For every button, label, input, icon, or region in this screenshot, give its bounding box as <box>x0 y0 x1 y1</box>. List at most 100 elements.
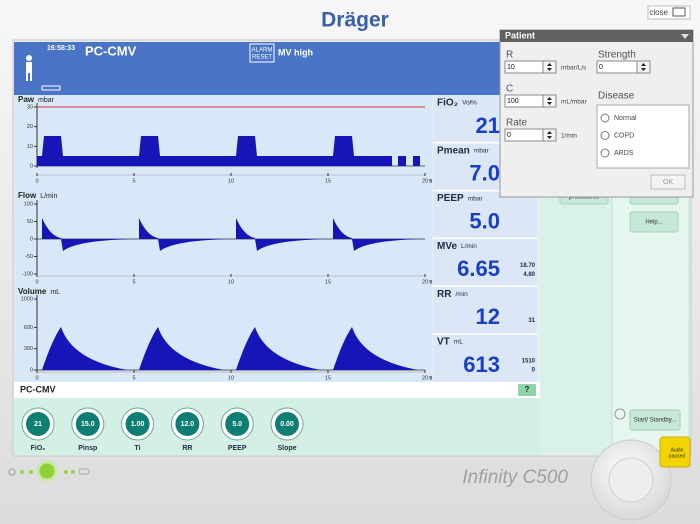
setting-value: 15.0 <box>81 421 95 428</box>
setting-value: 21 <box>34 421 42 428</box>
close-icon <box>672 7 686 17</box>
start-standby-label: Start/ Standby... <box>634 418 677 424</box>
y-tick-label: 600 <box>24 325 33 331</box>
measurement-value: 7.0 <box>469 161 500 186</box>
mode: PC-CMV <box>85 43 137 58</box>
strength-value: 0 <box>599 64 603 71</box>
x-tick-label: 20 <box>422 279 428 285</box>
field-spinner[interactable] <box>542 94 557 108</box>
field-value: 100 <box>507 98 519 105</box>
setting-value: 1.00 <box>131 421 145 428</box>
audio-paused-label: Audio <box>671 447 684 453</box>
indicator <box>71 470 75 474</box>
measurement-label: PEEP <box>437 193 464 204</box>
indicator <box>20 470 24 474</box>
radio-button[interactable] <box>600 113 610 123</box>
field-spinner[interactable] <box>542 60 557 74</box>
audio-paused-label: paused <box>669 453 686 459</box>
y-tick-label: 0 <box>30 163 33 169</box>
x-tick-label: 20 <box>422 375 428 381</box>
power-button[interactable] <box>36 460 58 482</box>
radio-button[interactable] <box>600 131 610 140</box>
field-value: 10 <box>507 64 515 71</box>
help-button[interactable] <box>518 384 536 396</box>
ok-label: OK <box>663 179 673 186</box>
setting-dial <box>75 412 100 436</box>
clock: 16:58:33 <box>47 45 75 52</box>
battery-indicator <box>41 85 61 91</box>
measurement-value: 613 <box>463 352 500 377</box>
spinner-arrows <box>641 63 646 71</box>
close-label: close <box>649 8 668 17</box>
x-unit: s <box>429 376 433 382</box>
disease-label: Disease <box>598 91 635 102</box>
field-label: R <box>506 50 513 61</box>
setting-dial <box>275 412 299 436</box>
y-tick-label: 30 <box>27 104 33 110</box>
status-bar <box>14 382 540 398</box>
spinner-arrows <box>547 97 552 105</box>
setting-label: Slope <box>277 445 296 452</box>
setting-label: Pinsp <box>78 445 97 452</box>
radio-button[interactable] <box>600 148 610 158</box>
strength-input[interactable] <box>596 60 638 74</box>
y-tick-label: 10 <box>27 144 33 150</box>
setting-dial <box>125 412 150 436</box>
setting-dial <box>175 412 200 436</box>
power-icon <box>614 408 626 420</box>
start-standby-button[interactable] <box>629 409 681 431</box>
measurements: FiO₂ Vol% 21 Pmean mbar 7.0 PEEP mbar 5.0 MVe L/mi… <box>433 98 537 377</box>
settings: 21 FiO₂ 15.0 Pinsp 1.00 Ti 12.0 RR 5.0 PEEP 0.00 Sl… <box>21 407 304 452</box>
brand: Dräger <box>321 9 389 32</box>
knob-center <box>608 457 654 503</box>
measurement-value: 6.65 <box>457 256 500 281</box>
waveform-label: Paw <box>18 95 35 104</box>
y-tick-label: 100 <box>24 201 33 207</box>
y-tick-label: 20 <box>27 124 33 130</box>
measurement-unit: mbar <box>468 195 484 202</box>
x-tick-label: 0 <box>35 178 38 184</box>
measurement-unit: Vol% <box>462 100 477 107</box>
radio-label: Normal <box>614 115 637 122</box>
dialog-collapse[interactable] <box>681 34 689 39</box>
setting-value: 12.0 <box>181 421 195 428</box>
help-menu-button[interactable] <box>629 211 679 233</box>
setting-value: 0.00 <box>280 421 294 428</box>
strength-spinner[interactable] <box>636 60 651 74</box>
spinner-arrows <box>547 63 552 71</box>
disease-box <box>596 104 690 169</box>
alarm-reset-button[interactable] <box>249 43 275 63</box>
measurement-value: 12 <box>476 304 500 329</box>
y-tick-label: 0 <box>30 367 33 373</box>
field-unit: 1/min <box>561 133 577 140</box>
field-value: 0 <box>507 132 511 139</box>
waveform-label: Flow <box>18 191 37 200</box>
help-menu-label: Help... <box>645 220 663 226</box>
patient-icon <box>26 55 32 81</box>
field-label: Rate <box>506 118 528 129</box>
radio-label: COPD <box>614 132 634 139</box>
audio-paused-button[interactable] <box>659 436 691 468</box>
measurement-unit: mL <box>454 339 463 346</box>
setting-label: PEEP <box>228 445 247 452</box>
x-tick-label: 20 <box>422 178 428 184</box>
x-unit: s <box>429 280 433 286</box>
field-unit: mL/mbar <box>561 99 587 106</box>
x-tick-label: 0 <box>35 279 38 285</box>
measurement-value: 5.0 <box>469 208 500 233</box>
field-label: C <box>506 84 513 95</box>
indicator <box>78 468 90 475</box>
waveform-area <box>14 95 432 382</box>
indicator <box>64 470 68 474</box>
y-tick-label: -100 <box>22 271 33 277</box>
model-name: Infinity C500 <box>462 467 568 488</box>
ok-button[interactable] <box>650 174 686 190</box>
procedures-label: procedures <box>569 195 599 201</box>
indicator <box>8 468 16 476</box>
dialog-title: Patient <box>505 30 535 40</box>
setting-label: Ti <box>135 445 141 452</box>
waveform-unit: mL <box>50 289 60 296</box>
field-spinner[interactable] <box>542 128 557 142</box>
status-mode: PC-CMV <box>20 384 56 394</box>
